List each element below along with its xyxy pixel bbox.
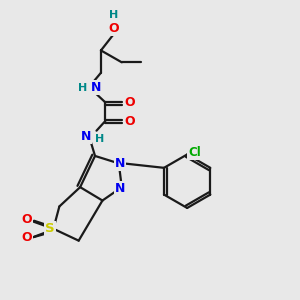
Text: H: H: [95, 134, 104, 144]
Text: H: H: [109, 10, 119, 20]
Text: O: O: [21, 213, 32, 226]
Text: N: N: [115, 182, 125, 195]
Text: H: H: [79, 82, 88, 93]
Text: N: N: [81, 130, 91, 143]
Text: O: O: [21, 231, 32, 244]
Text: O: O: [108, 22, 119, 34]
Text: Cl: Cl: [188, 146, 201, 160]
Text: N: N: [115, 157, 125, 170]
Text: N: N: [91, 81, 102, 94]
Text: O: O: [124, 96, 134, 109]
Text: S: S: [45, 222, 55, 235]
Text: O: O: [124, 115, 134, 128]
